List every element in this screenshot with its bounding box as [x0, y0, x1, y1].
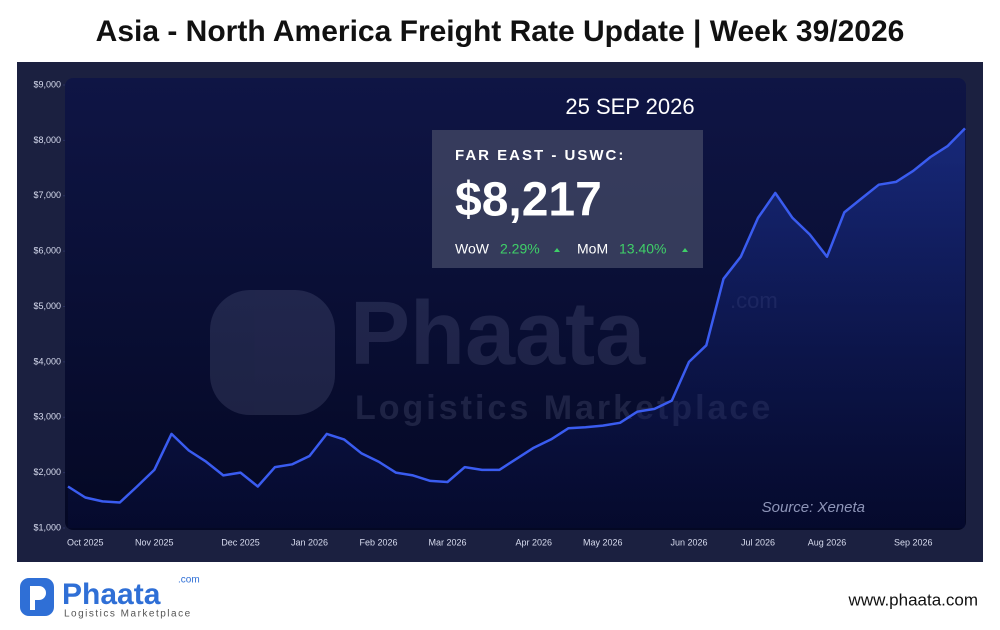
x-tick-label: Apr 2026	[515, 537, 552, 547]
mom-value: 13.40%	[619, 241, 666, 257]
x-tick-label: Jan 2026	[291, 537, 328, 547]
up-arrow	[682, 248, 688, 252]
x-tick-label: Jun 2026	[670, 537, 707, 547]
x-tick-label: Dec 2025	[221, 537, 260, 547]
x-tick-label: Mar 2026	[428, 537, 466, 547]
x-tick-label: Feb 2026	[359, 537, 397, 547]
chart-title: Asia - North America Freight Rate Update…	[96, 15, 905, 48]
watermark-name: Phaata	[350, 284, 646, 384]
logo-tagline: Logistics Marketplace	[64, 609, 192, 620]
x-tick-label: Aug 2026	[808, 537, 847, 547]
x-tick-label: Oct 2025	[67, 537, 104, 547]
wow-label: WoW	[455, 241, 490, 257]
annotation-date: 25 SEP 2026	[565, 94, 694, 119]
source: Source: Xeneta	[762, 499, 865, 516]
logo-suffix: .com	[178, 575, 200, 586]
y-tick-label: $5,000	[33, 301, 61, 311]
y-tick-label: $1,000	[33, 522, 61, 532]
y-tick-label: $6,000	[33, 246, 61, 256]
y-tick-label: $9,000	[33, 79, 61, 89]
logo-name: Phaata	[62, 578, 161, 611]
area	[68, 128, 965, 528]
y-tick-label: $3,000	[33, 412, 61, 422]
y-tick-label: $7,000	[33, 190, 61, 200]
legend-label: FAR EAST - USWC:	[455, 147, 625, 164]
logo-glyph	[30, 586, 46, 610]
y-tick-label: $4,000	[33, 356, 61, 366]
y-tick-label: $8,000	[33, 135, 61, 145]
x-tick-label: Jul 2026	[741, 537, 775, 547]
website: www.phaata.com	[848, 590, 978, 609]
up-arrow	[554, 248, 560, 252]
info-box	[432, 130, 703, 268]
watermark-icon	[210, 290, 335, 415]
mom-label: MoM	[577, 241, 608, 257]
y-tick-label: $2,000	[33, 467, 61, 477]
x-tick-label: Nov 2025	[135, 537, 174, 547]
line	[67, 127, 966, 504]
wow-value: 2.29%	[500, 241, 540, 257]
x-tick-label: Sep 2026	[894, 537, 933, 547]
x-tick-label: May 2026	[583, 537, 623, 547]
current-value: $8,217	[455, 174, 602, 227]
